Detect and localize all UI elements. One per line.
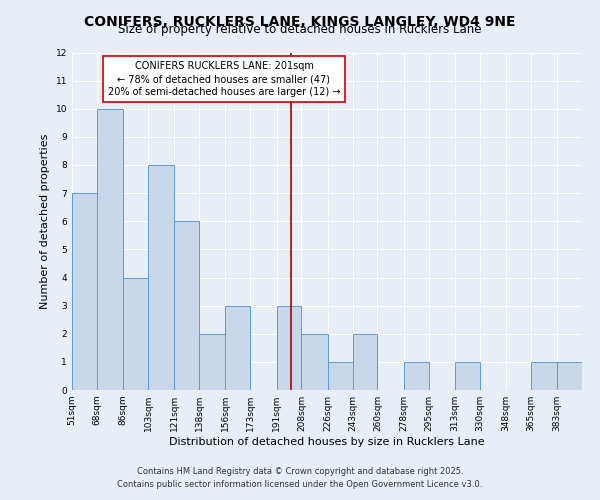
Bar	[72, 193, 97, 390]
Bar	[557, 362, 582, 390]
Text: CONIFERS, RUCKLERS LANE, KINGS LANGLEY, WD4 9NE: CONIFERS, RUCKLERS LANE, KINGS LANGLEY, …	[84, 15, 516, 29]
Bar	[455, 362, 480, 390]
Bar	[353, 334, 377, 390]
Text: Contains HM Land Registry data © Crown copyright and database right 2025.
Contai: Contains HM Land Registry data © Crown c…	[118, 468, 482, 489]
Text: Size of property relative to detached houses in Rucklers Lane: Size of property relative to detached ho…	[118, 22, 482, 36]
Bar	[301, 334, 328, 390]
Bar	[148, 165, 174, 390]
Bar	[277, 306, 301, 390]
Bar	[226, 306, 250, 390]
Bar	[404, 362, 428, 390]
Bar	[97, 109, 123, 390]
Bar	[328, 362, 353, 390]
Bar	[531, 362, 557, 390]
Y-axis label: Number of detached properties: Number of detached properties	[40, 134, 50, 309]
Bar	[174, 221, 199, 390]
X-axis label: Distribution of detached houses by size in Rucklers Lane: Distribution of detached houses by size …	[169, 437, 485, 447]
Bar	[199, 334, 226, 390]
Text: CONIFERS RUCKLERS LANE: 201sqm
← 78% of detached houses are smaller (47)
20% of : CONIFERS RUCKLERS LANE: 201sqm ← 78% of …	[108, 61, 340, 98]
Bar	[123, 278, 148, 390]
